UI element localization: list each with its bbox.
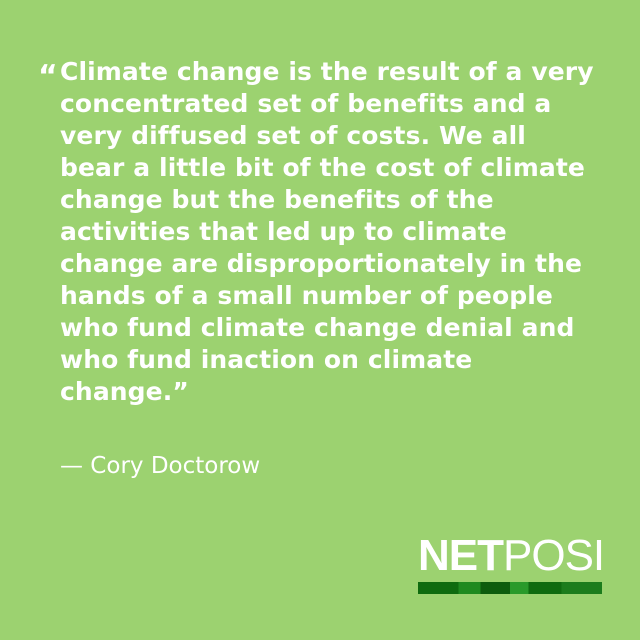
quote-text: Climate change is the result of a very c… — [60, 57, 594, 406]
logo-wordmark: NETPOSI — [418, 531, 605, 580]
logo-net-text: NET — [418, 531, 504, 580]
logo-bar — [418, 582, 602, 594]
quote-attribution: — Cory Doctorow — [60, 453, 261, 479]
logo-posi-text: POSI — [503, 531, 605, 580]
open-quote-mark: “ — [38, 59, 58, 94]
netposi-logo: NETPOSI — [418, 531, 605, 594]
quote-block: “ Climate change is the result of a very… — [38, 56, 598, 408]
